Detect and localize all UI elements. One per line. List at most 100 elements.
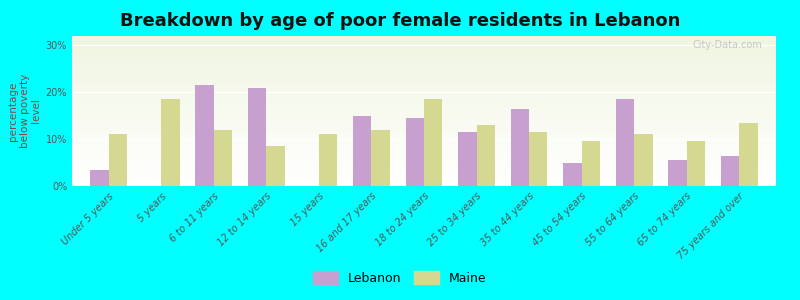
Bar [477, 125, 495, 186]
Bar [72, 141, 776, 142]
Bar [72, 75, 776, 76]
Bar [72, 123, 776, 124]
Bar [72, 81, 776, 82]
Bar [72, 129, 776, 130]
Bar [109, 134, 127, 186]
Bar [72, 48, 776, 50]
Bar [72, 135, 776, 136]
Bar [616, 99, 634, 186]
Bar [72, 90, 776, 92]
Bar [72, 150, 776, 152]
Bar [162, 99, 180, 186]
Bar [72, 103, 776, 105]
Bar [72, 165, 776, 166]
Bar [72, 171, 776, 172]
Bar [72, 153, 776, 154]
Bar [72, 182, 776, 183]
Bar [668, 160, 686, 186]
Bar [72, 61, 776, 63]
Bar [319, 134, 338, 186]
Bar [72, 158, 776, 159]
Text: Breakdown by age of poor female residents in Lebanon: Breakdown by age of poor female resident… [120, 12, 680, 30]
Bar [72, 44, 776, 45]
Bar [72, 169, 776, 171]
Bar [72, 80, 776, 81]
Bar [72, 68, 776, 69]
Bar [72, 100, 776, 102]
Bar [72, 130, 776, 132]
Bar [353, 116, 371, 186]
Bar [72, 57, 776, 58]
Bar [72, 40, 776, 42]
Bar [72, 45, 776, 46]
Bar [72, 85, 776, 87]
Bar [72, 70, 776, 72]
Bar [72, 96, 776, 98]
Bar [72, 134, 776, 135]
Bar [72, 56, 776, 57]
Bar [72, 38, 776, 39]
Bar [72, 88, 776, 90]
Bar [72, 156, 776, 158]
Bar [72, 112, 776, 114]
Bar [72, 138, 776, 140]
Bar [406, 118, 424, 186]
Bar [72, 146, 776, 147]
Bar [72, 92, 776, 93]
Bar [634, 134, 653, 186]
Bar [72, 136, 776, 138]
Bar [90, 169, 109, 186]
Bar [72, 140, 776, 141]
Bar [72, 98, 776, 99]
Bar [72, 180, 776, 182]
Bar [72, 122, 776, 123]
Bar [72, 177, 776, 178]
Bar [72, 111, 776, 112]
Bar [72, 174, 776, 176]
Bar [72, 117, 776, 118]
Bar [266, 146, 285, 186]
Bar [72, 148, 776, 150]
Bar [72, 63, 776, 64]
Bar [72, 82, 776, 84]
Bar [72, 84, 776, 86]
Bar [195, 85, 214, 186]
Bar [529, 132, 547, 186]
Bar [72, 42, 776, 44]
Bar [72, 162, 776, 164]
Bar [72, 114, 776, 116]
Bar [72, 118, 776, 120]
Bar [72, 74, 776, 75]
Bar [72, 154, 776, 156]
Bar [72, 105, 776, 106]
Bar [72, 176, 776, 177]
Bar [72, 50, 776, 51]
Bar [72, 184, 776, 186]
Bar [72, 168, 776, 170]
Bar [72, 167, 776, 168]
Bar [72, 132, 776, 134]
Bar [72, 93, 776, 94]
Bar [214, 130, 232, 186]
Bar [72, 69, 776, 70]
Bar [72, 72, 776, 74]
Bar [72, 60, 776, 61]
Bar [686, 142, 705, 186]
Bar [72, 159, 776, 160]
Bar [72, 52, 776, 54]
Bar [72, 164, 776, 165]
Bar [72, 144, 776, 146]
Bar [72, 76, 776, 78]
Bar [72, 124, 776, 126]
Bar [72, 183, 776, 184]
Bar [72, 36, 776, 38]
Bar [739, 123, 758, 186]
Bar [721, 155, 739, 186]
Bar [72, 99, 776, 100]
Bar [458, 132, 477, 186]
Bar [72, 102, 776, 104]
Y-axis label: percentage
below poverty
level: percentage below poverty level [8, 74, 42, 148]
Legend: Lebanon, Maine: Lebanon, Maine [307, 265, 493, 291]
Bar [72, 58, 776, 60]
Bar [72, 110, 776, 111]
